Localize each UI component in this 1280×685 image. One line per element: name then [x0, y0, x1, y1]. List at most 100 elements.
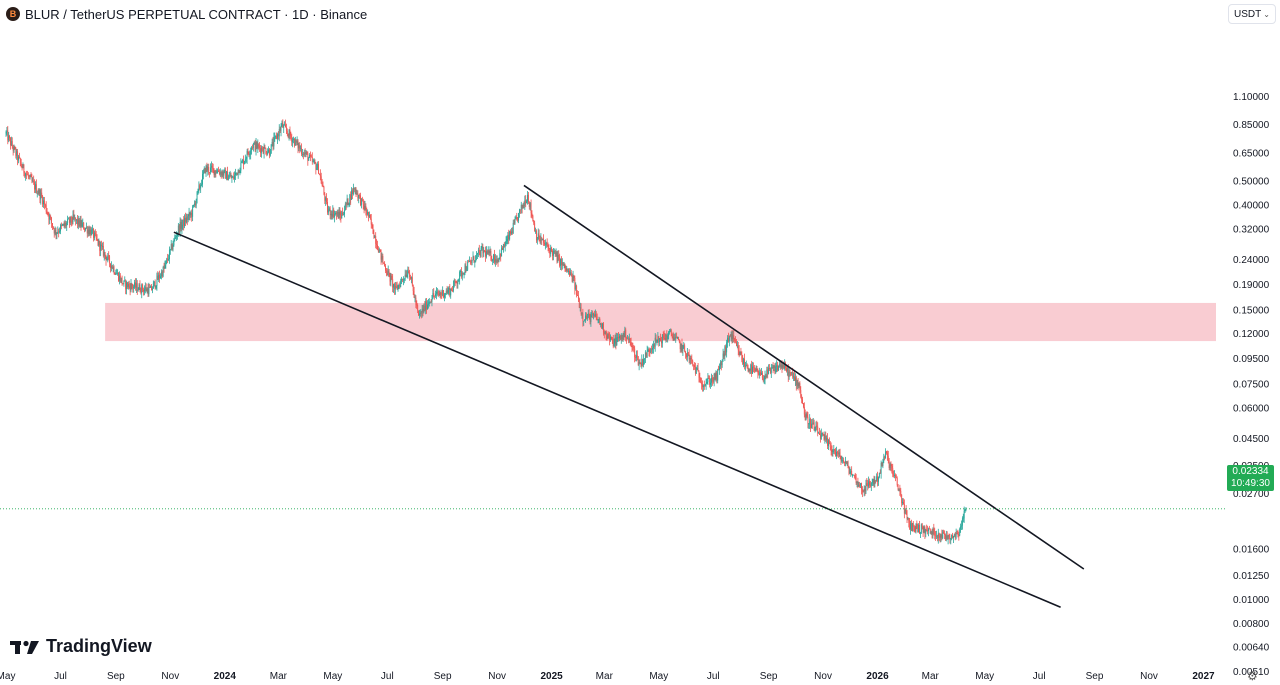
candle-body	[829, 443, 831, 448]
candle-body	[399, 285, 401, 287]
candle-body	[634, 348, 636, 358]
candle-body	[233, 176, 235, 179]
candle-body	[365, 205, 367, 212]
candle-body	[724, 346, 726, 357]
candle-body	[562, 262, 564, 266]
candle-body	[500, 253, 502, 257]
candle-body	[573, 276, 575, 278]
candle-body	[435, 291, 437, 294]
candle-body	[493, 254, 495, 260]
gear-icon[interactable]: ⚙	[1247, 669, 1258, 683]
candle-body	[390, 275, 392, 282]
candle-body	[610, 336, 612, 340]
candle-body	[22, 164, 24, 169]
candle-body	[759, 372, 761, 376]
candle-body	[351, 190, 353, 200]
candle-body	[751, 364, 753, 374]
candle-body	[135, 282, 136, 288]
candle-body	[623, 333, 625, 338]
candle-body	[172, 245, 174, 250]
candle-body	[663, 335, 665, 339]
candle-body	[441, 294, 443, 296]
candle-body	[906, 511, 908, 519]
candle-body	[76, 219, 77, 221]
candle-body	[384, 262, 386, 267]
candle-body	[612, 339, 614, 347]
candle-body	[424, 305, 426, 311]
candle-body	[330, 213, 332, 216]
candle-body	[129, 285, 131, 291]
candle-body	[210, 165, 212, 168]
candle-body	[524, 200, 526, 206]
lower-support-trendline[interactable]	[173, 231, 1061, 608]
time-tick-label: Nov	[1140, 671, 1158, 682]
candle-body	[773, 365, 775, 368]
candle-body	[469, 261, 471, 262]
candle-body	[376, 243, 378, 245]
candle-body	[38, 190, 40, 194]
candle-body	[862, 491, 864, 493]
candle-body	[653, 344, 655, 347]
candle-body	[760, 372, 762, 375]
candle-body	[661, 334, 663, 344]
candle-body	[77, 218, 79, 225]
candle-body	[252, 147, 253, 149]
candle-body	[720, 362, 722, 366]
candle-body	[560, 258, 562, 266]
upper-resistance-trendline[interactable]	[523, 184, 1085, 570]
candle-body	[726, 342, 728, 353]
candle-body	[833, 449, 835, 452]
candle-body	[75, 217, 77, 221]
currency-selector[interactable]: USDT ⌄	[1228, 4, 1276, 24]
candle-body	[40, 192, 42, 200]
candle-body	[748, 368, 750, 371]
candle-body	[412, 284, 414, 291]
candle-body	[117, 272, 119, 274]
candle-body	[181, 224, 183, 229]
candle-body	[387, 270, 389, 276]
candle-body	[67, 218, 69, 223]
candle-body	[468, 261, 470, 263]
candle-body	[609, 336, 611, 341]
candle-body	[183, 219, 185, 227]
candle-body	[855, 476, 857, 484]
candle-body	[655, 337, 657, 342]
candle-body	[80, 220, 82, 227]
candle-body	[464, 265, 466, 274]
candle-body	[956, 533, 958, 535]
tradingview-branding[interactable]: TradingView	[10, 636, 152, 657]
candle-body	[234, 175, 236, 179]
candle-body	[647, 349, 649, 351]
candle-body	[938, 533, 940, 537]
candle-body	[844, 462, 845, 464]
candle-body	[719, 366, 720, 371]
candle-body	[118, 275, 120, 281]
candle-body	[187, 216, 189, 220]
candle-body	[225, 170, 227, 179]
candle-body	[498, 257, 500, 262]
candle-body	[261, 147, 263, 151]
candle-body	[115, 274, 117, 275]
candle-body	[340, 215, 342, 219]
candle-body	[294, 139, 296, 146]
candle-body	[857, 481, 859, 487]
candle-body	[41, 192, 43, 197]
candle-body	[841, 460, 843, 462]
candle-body	[782, 364, 784, 368]
candle-body	[220, 171, 222, 176]
candle-body	[361, 198, 363, 200]
chart-header: B BLUR / TetherUS PERPETUAL CONTRACT · 1…	[6, 5, 367, 23]
candle-body	[223, 170, 225, 176]
candle-body	[289, 130, 291, 136]
candle-body	[517, 217, 519, 221]
candle-body	[158, 274, 160, 280]
candle-body	[459, 271, 461, 280]
candle-body	[675, 336, 677, 339]
candle-body	[643, 359, 645, 365]
candle-body	[277, 134, 278, 139]
candle-body	[364, 205, 366, 210]
time-tick-label: Jul	[707, 671, 720, 682]
candle-body	[953, 536, 954, 538]
price-tick-label: 0.65000	[1233, 148, 1270, 159]
